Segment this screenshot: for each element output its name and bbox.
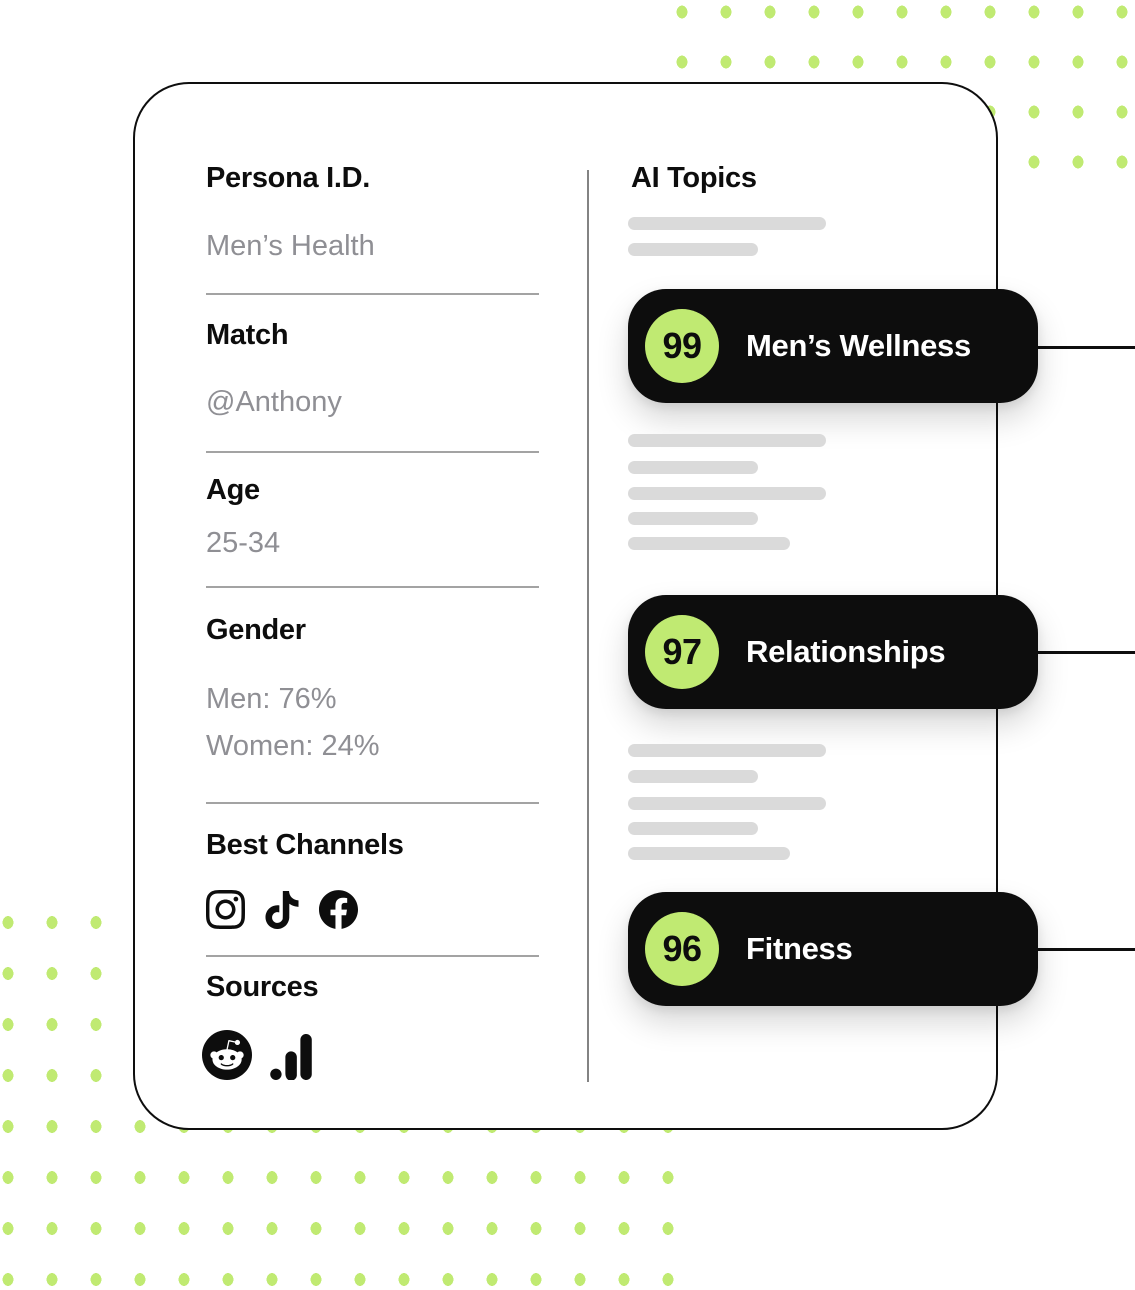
match-label: Match	[206, 319, 289, 351]
panel-divider	[587, 170, 589, 1082]
skeleton-line	[628, 770, 758, 783]
skeleton-line	[628, 797, 826, 810]
skeleton-line	[628, 537, 790, 550]
ai-topics-title: AI Topics	[631, 162, 757, 194]
section-divider	[206, 955, 539, 957]
instagram-icon[interactable]	[206, 890, 245, 929]
gender-men-value: Men: 76%	[206, 683, 337, 715]
skeleton-line	[628, 243, 758, 256]
topic-label: Men’s Wellness	[746, 328, 971, 363]
topic-pill-fitness[interactable]: 96 Fitness	[628, 892, 1038, 1006]
topic-connector-line-2	[1010, 651, 1135, 654]
skeleton-line	[628, 434, 826, 447]
topic-score-badge: 96	[645, 912, 719, 986]
persona-id-label: Persona I.D.	[206, 162, 371, 194]
topic-label: Fitness	[746, 931, 853, 966]
sources-icons	[202, 1030, 314, 1080]
skeleton-line	[628, 744, 826, 757]
persona-id-value: Men’s Health	[206, 230, 375, 262]
skeleton-line	[628, 512, 758, 525]
section-divider	[206, 586, 539, 588]
facebook-icon[interactable]	[319, 890, 358, 929]
skeleton-line	[628, 487, 826, 500]
age-label: Age	[206, 474, 260, 506]
sources-label: Sources	[206, 971, 319, 1003]
topic-score-badge: 97	[645, 615, 719, 689]
section-divider	[206, 451, 539, 453]
topic-pill-mens-wellness[interactable]: 99 Men’s Wellness	[628, 289, 1038, 403]
topic-pill-relationships[interactable]: 97 Relationships	[628, 595, 1038, 709]
topic-connector-line-1	[1010, 346, 1135, 349]
gender-label: Gender	[206, 614, 306, 646]
topic-score-badge: 99	[645, 309, 719, 383]
skeleton-line	[628, 461, 758, 474]
persona-card: Persona I.D. Men’s Health Match @Anthony…	[133, 82, 1038, 1130]
topic-connector-line-3	[1010, 948, 1135, 951]
skeleton-line	[628, 822, 758, 835]
section-divider	[206, 802, 539, 804]
best-channels-icons	[206, 890, 358, 929]
reddit-icon[interactable]	[202, 1030, 252, 1080]
section-divider	[206, 293, 539, 295]
tiktok-icon[interactable]	[263, 890, 301, 929]
gender-women-value: Women: 24%	[206, 730, 380, 762]
google-analytics-icon[interactable]	[268, 1033, 314, 1080]
skeleton-line	[628, 217, 826, 230]
best-channels-label: Best Channels	[206, 829, 404, 861]
age-value: 25-34	[206, 527, 281, 559]
match-value: @Anthony	[206, 386, 342, 418]
skeleton-line	[628, 847, 790, 860]
topic-label: Relationships	[746, 634, 946, 669]
